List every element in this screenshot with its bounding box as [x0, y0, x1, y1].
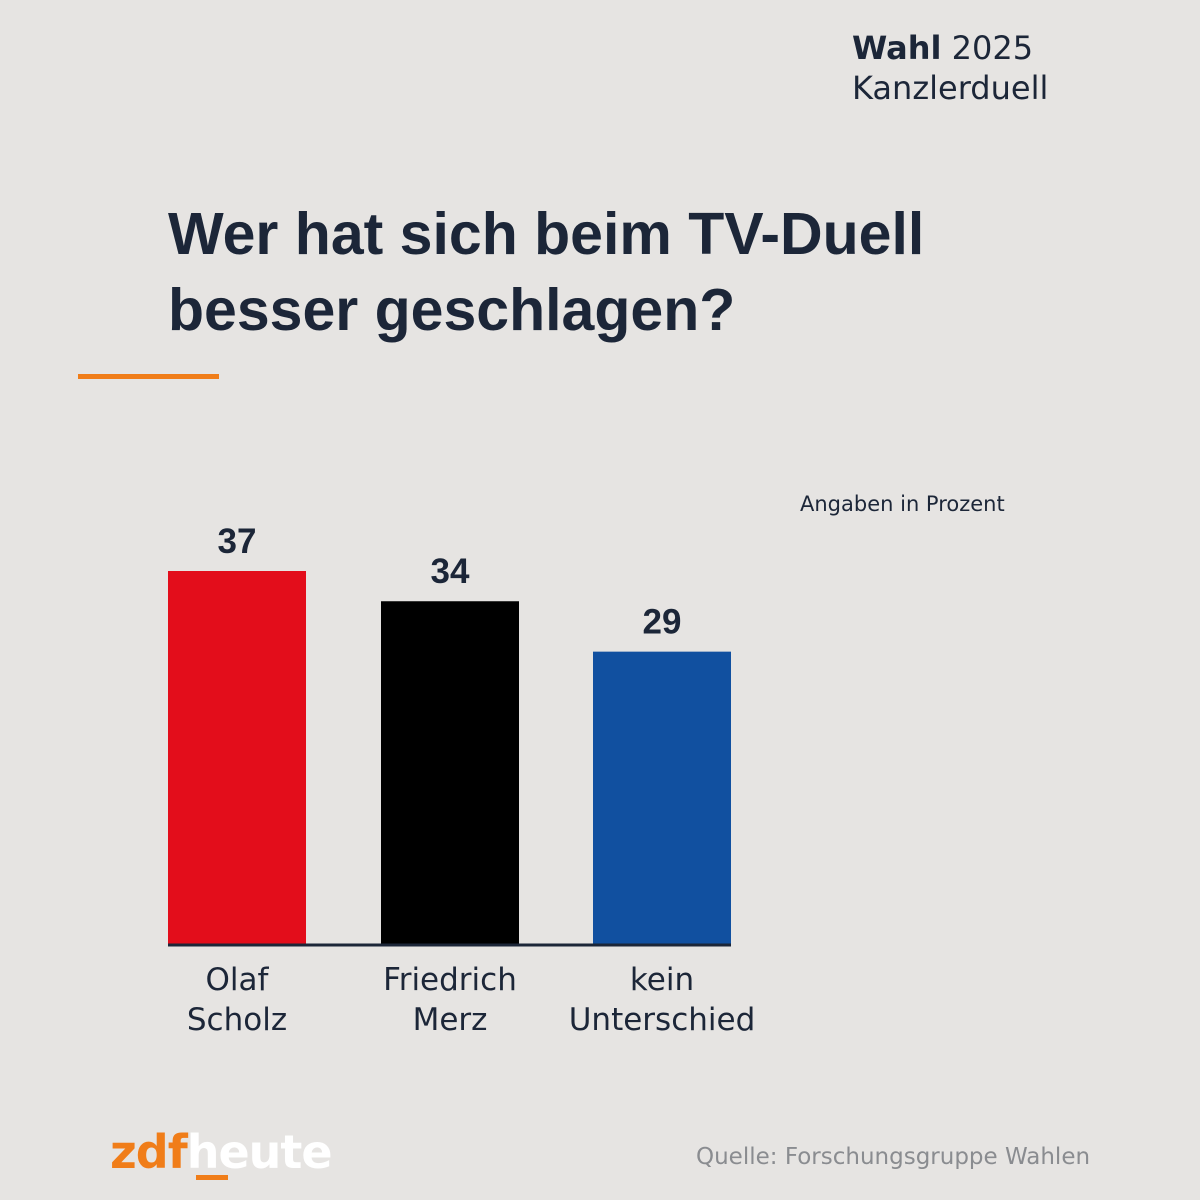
- bar-0: [168, 571, 306, 944]
- logo-zdf: zdf: [110, 1125, 188, 1179]
- bar-value-label-2: 29: [643, 603, 682, 642]
- category-label-2-line-0: kein: [630, 962, 694, 998]
- logo-heute: heute: [186, 1125, 333, 1179]
- bar-value-label-1: 34: [431, 552, 470, 591]
- unit-note: Angaben in Prozent: [800, 492, 1005, 516]
- header-year: 2025: [951, 29, 1034, 67]
- header-strong: Wahl: [852, 29, 942, 67]
- header-subtitle: Kanzlerduell: [852, 69, 1049, 107]
- bar-value-label-0: 37: [218, 522, 257, 561]
- chart-title-line-2: besser geschlagen?: [168, 277, 736, 343]
- source-note: Quelle: Forschungsgruppe Wahlen: [696, 1144, 1091, 1170]
- bar-2: [593, 651, 731, 944]
- accent-divider: [78, 374, 219, 379]
- category-label-1-line-0: Friedrich: [383, 962, 517, 998]
- category-label-2-line-1: Unterschied: [569, 1002, 756, 1038]
- header-block: Wahl 2025 Kanzlerduell: [852, 28, 1048, 108]
- category-label-1-line-1: Merz: [413, 1002, 488, 1038]
- logo-underline: [196, 1175, 228, 1180]
- chart-title: Wer hat sich beim TV-Duell besser geschl…: [168, 196, 1068, 348]
- header-line-1: Wahl 2025: [852, 28, 1048, 68]
- chart-title-line-1: Wer hat sich beim TV-Duell: [168, 201, 925, 267]
- category-label-0-line-1: Scholz: [187, 1002, 287, 1038]
- zdfheute-logo: zdfheute: [110, 1122, 333, 1182]
- category-label-0-line-0: Olaf: [206, 962, 270, 998]
- bar-1: [381, 601, 519, 944]
